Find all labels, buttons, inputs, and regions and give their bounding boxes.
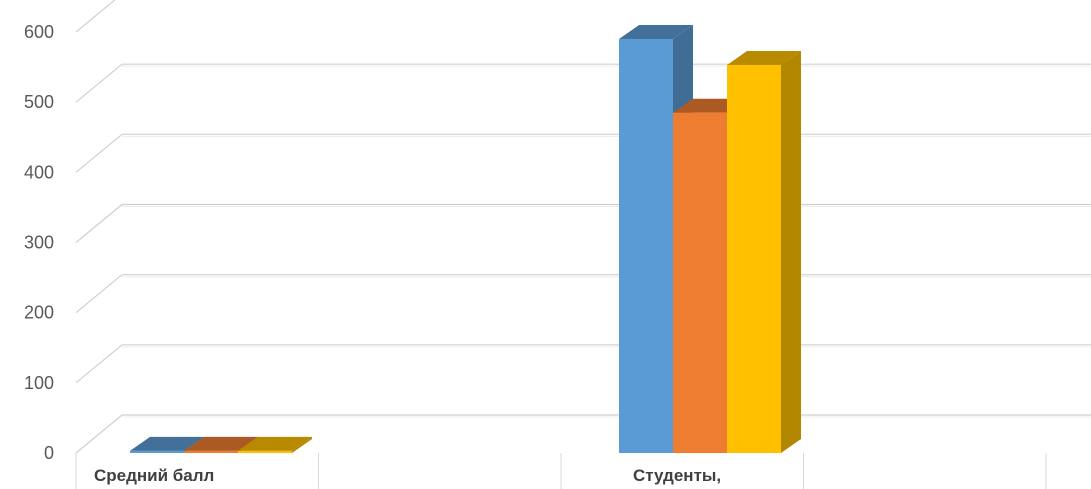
bar-side bbox=[781, 50, 801, 453]
bar bbox=[184, 450, 238, 453]
y-tick-label: 0 bbox=[44, 443, 54, 463]
y-tick-label: 500 bbox=[24, 92, 54, 112]
gridline-depth bbox=[75, 414, 123, 454]
y-tick-label: 300 bbox=[24, 233, 54, 253]
gridline-depth bbox=[75, 63, 123, 103]
y-tick-label: 600 bbox=[24, 22, 54, 42]
bar-top bbox=[184, 436, 258, 451]
bar bbox=[619, 39, 673, 454]
gridline-depth bbox=[75, 0, 116, 33]
bar-side bbox=[292, 436, 312, 453]
bar bbox=[130, 450, 184, 453]
gridline-depth bbox=[75, 344, 123, 384]
category-label: Студенты, bbox=[633, 466, 721, 485]
bar-top bbox=[727, 50, 801, 65]
bar bbox=[727, 64, 781, 453]
y-tick-label: 100 bbox=[24, 373, 54, 393]
bar-top bbox=[130, 436, 204, 451]
bar-top bbox=[619, 25, 693, 40]
y-tick-label: 400 bbox=[24, 162, 54, 182]
gridline-depth bbox=[75, 133, 123, 173]
bar bbox=[238, 450, 292, 453]
gridline-depth bbox=[75, 274, 123, 314]
gridline-depth bbox=[75, 204, 123, 243]
y-tick-label: 200 bbox=[24, 303, 54, 323]
bar-top bbox=[238, 436, 312, 451]
category-label: Средний балл bbox=[94, 466, 214, 485]
bar bbox=[673, 112, 727, 454]
